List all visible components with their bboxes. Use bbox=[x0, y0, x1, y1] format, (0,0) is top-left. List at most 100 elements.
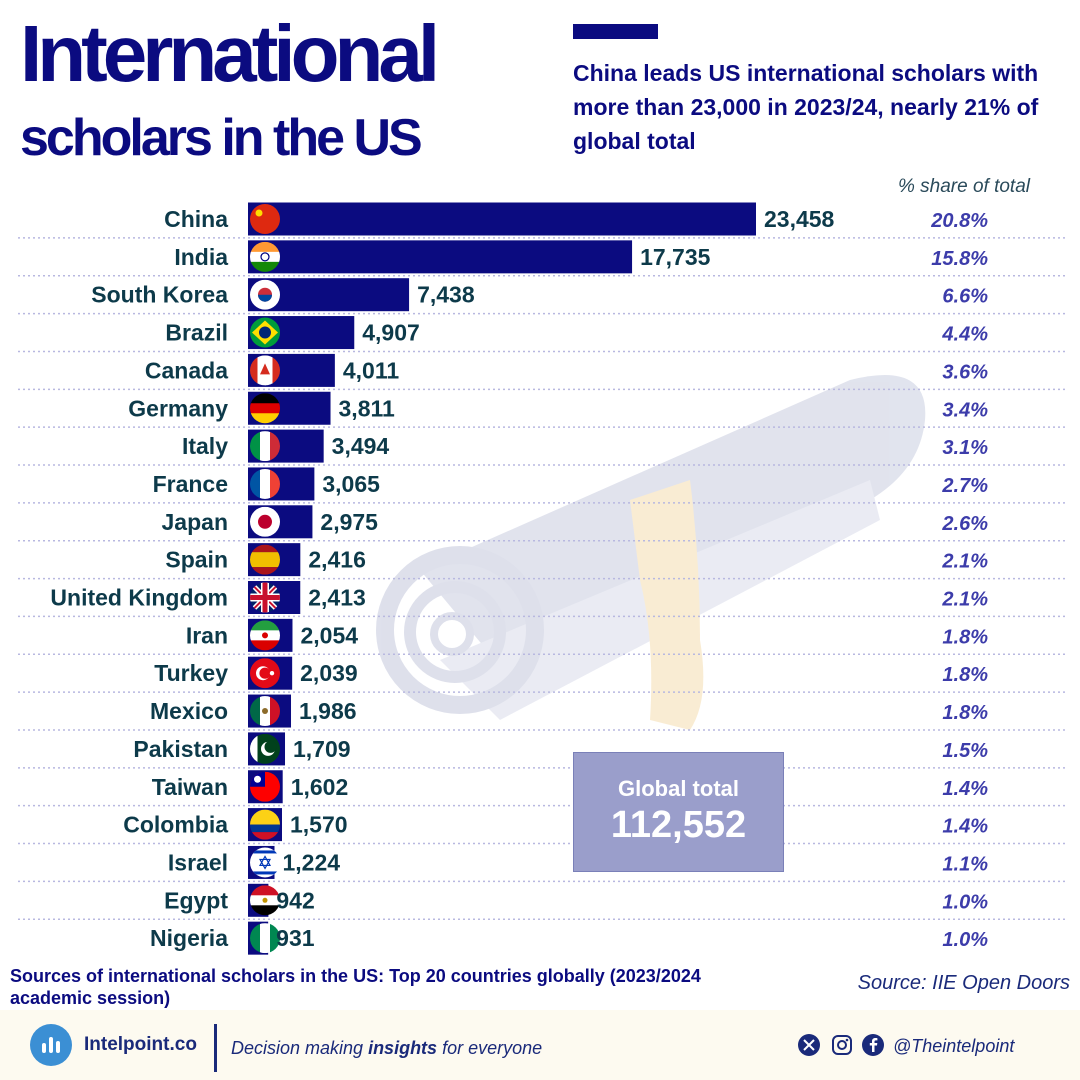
iran-flag-icon bbox=[250, 620, 280, 651]
global-total-label: Global total bbox=[618, 776, 739, 801]
value-label: 931 bbox=[276, 925, 315, 951]
share-label: 1.8% bbox=[942, 626, 988, 648]
category-label: South Korea bbox=[91, 282, 228, 308]
category-label: Brazil bbox=[165, 320, 228, 346]
italy-flag-icon bbox=[250, 431, 280, 462]
bar bbox=[248, 202, 756, 236]
share-label: 1.8% bbox=[942, 664, 988, 686]
share-label: 1.1% bbox=[942, 853, 988, 875]
category-label: Turkey bbox=[154, 660, 228, 686]
facebook-icon[interactable] bbox=[862, 1034, 884, 1056]
share-label: 1.0% bbox=[942, 891, 988, 913]
footer: Intelpoint.co Decision making insights f… bbox=[0, 1010, 1080, 1080]
share-label: 15.8% bbox=[931, 248, 988, 270]
category-label: Italy bbox=[182, 433, 228, 459]
chart-row-nigeria: Nigeria 931 1.0% bbox=[150, 921, 988, 955]
x-icon[interactable] bbox=[798, 1034, 820, 1056]
share-column-header: % share of total bbox=[897, 176, 1030, 197]
india-flag-icon bbox=[250, 241, 280, 272]
chart-row-india: India 17,735 15.8% bbox=[18, 240, 1066, 277]
value-label: 2,416 bbox=[308, 547, 366, 573]
global-total-value: 112,552 bbox=[610, 804, 747, 846]
egypt-flag-icon bbox=[250, 885, 280, 916]
chart-row-turkey: Turkey 2,039 1.8% bbox=[18, 656, 1066, 693]
page-title: International bbox=[20, 9, 440, 98]
chart-row-brazil: Brazil 4,907 4.4% bbox=[18, 316, 1066, 353]
tagline-pre: Decision making bbox=[231, 1038, 369, 1058]
south-korea-flag-icon bbox=[250, 279, 280, 310]
value-label: 3,811 bbox=[339, 395, 395, 421]
share-label: 1.0% bbox=[942, 929, 988, 951]
chart-row-japan: Japan 2,975 2.6% bbox=[18, 505, 1066, 542]
turkey-flag-icon bbox=[250, 658, 280, 689]
share-label: 2.7% bbox=[941, 475, 988, 497]
chart-row-germany: Germany 3,811 3.4% bbox=[18, 391, 1066, 428]
share-label: 1.4% bbox=[942, 778, 988, 800]
category-label: India bbox=[174, 244, 228, 270]
china-flag-icon bbox=[250, 204, 280, 234]
category-label: Egypt bbox=[164, 887, 228, 913]
share-label: 2.1% bbox=[941, 589, 988, 611]
social-handle[interactable]: @Theintelpoint bbox=[893, 1036, 1015, 1056]
share-label: 3.6% bbox=[942, 361, 988, 383]
chart-row-colombia: Colombia 1,570 1.4% bbox=[18, 808, 1066, 845]
category-label: Mexico bbox=[150, 698, 228, 724]
chart-row-france: France 3,065 2.7% bbox=[18, 467, 1066, 504]
chart-row-canada: Canada 4,011 3.6% bbox=[18, 353, 1066, 391]
share-label: 2.1% bbox=[941, 551, 988, 573]
value-label: 1,224 bbox=[283, 849, 341, 875]
value-label: 4,907 bbox=[362, 320, 420, 346]
colombia-flag-icon bbox=[250, 809, 280, 840]
chart-row-south-korea: South Korea 7,438 6.6% bbox=[18, 278, 1066, 315]
tagline-bold: insights bbox=[368, 1038, 438, 1058]
value-label: 7,438 bbox=[417, 282, 475, 308]
value-label: 1,986 bbox=[299, 698, 357, 724]
chart-row-china: China 23,458 20.8% bbox=[18, 202, 1066, 239]
share-label: 20.8% bbox=[930, 210, 988, 232]
value-label: 2,054 bbox=[300, 622, 358, 648]
value-label: 2,039 bbox=[300, 660, 358, 686]
brand-name[interactable]: Intelpoint.co bbox=[84, 1034, 197, 1055]
category-label: Nigeria bbox=[150, 925, 228, 951]
value-label: 942 bbox=[276, 887, 314, 913]
spain-flag-icon bbox=[250, 544, 280, 575]
share-label: 1.5% bbox=[942, 740, 988, 762]
tagline: Decision making insights for everyone bbox=[231, 1038, 542, 1059]
value-label: 3,494 bbox=[332, 433, 390, 459]
category-label: Israel bbox=[168, 849, 228, 875]
pakistan-flag-icon bbox=[250, 733, 280, 764]
share-label: 3.1% bbox=[942, 437, 988, 459]
chart-row-italy: Italy 3,494 3.1% bbox=[18, 429, 1066, 466]
israel-flag-icon bbox=[250, 847, 280, 878]
share-label: 3.4% bbox=[942, 399, 988, 421]
chart-row-spain: Spain 2,416 2.1% bbox=[18, 543, 1066, 580]
category-label: Spain bbox=[165, 547, 228, 573]
category-label: France bbox=[153, 471, 228, 497]
subtitle: China leads US international scholars wi… bbox=[573, 60, 1039, 154]
tagline-post: for everyone bbox=[437, 1038, 543, 1058]
instagram-icon[interactable] bbox=[831, 1034, 853, 1056]
nigeria-flag-icon bbox=[250, 923, 280, 954]
chart-row-iran: Iran 2,054 1.8% bbox=[18, 618, 1066, 656]
intelpoint-logo-icon bbox=[30, 1024, 72, 1066]
category-label: Canada bbox=[145, 357, 228, 383]
japan-flag-icon bbox=[250, 506, 280, 537]
value-label: 4,011 bbox=[343, 357, 399, 383]
value-label: 17,735 bbox=[640, 244, 711, 270]
page-title-line2: scholars in the US bbox=[20, 109, 423, 167]
chart-row-pakistan: Pakistan 1,709 1.5% bbox=[18, 732, 1066, 769]
germany-flag-icon bbox=[250, 393, 280, 424]
share-label: 4.4% bbox=[941, 324, 988, 346]
chart-row-israel: Israel 1,224 1.1% bbox=[18, 845, 1066, 883]
value-label: 1,570 bbox=[290, 812, 348, 838]
source-note: Source: IIE Open Doors bbox=[857, 972, 1070, 994]
value-label: 1,602 bbox=[291, 774, 349, 800]
value-label: 2,413 bbox=[308, 585, 366, 611]
value-label: 3,065 bbox=[322, 471, 380, 497]
united-kingdom-flag-icon bbox=[250, 582, 280, 613]
share-label: 1.8% bbox=[942, 702, 988, 724]
value-label: 1,709 bbox=[293, 736, 351, 762]
category-label: Germany bbox=[128, 395, 228, 421]
